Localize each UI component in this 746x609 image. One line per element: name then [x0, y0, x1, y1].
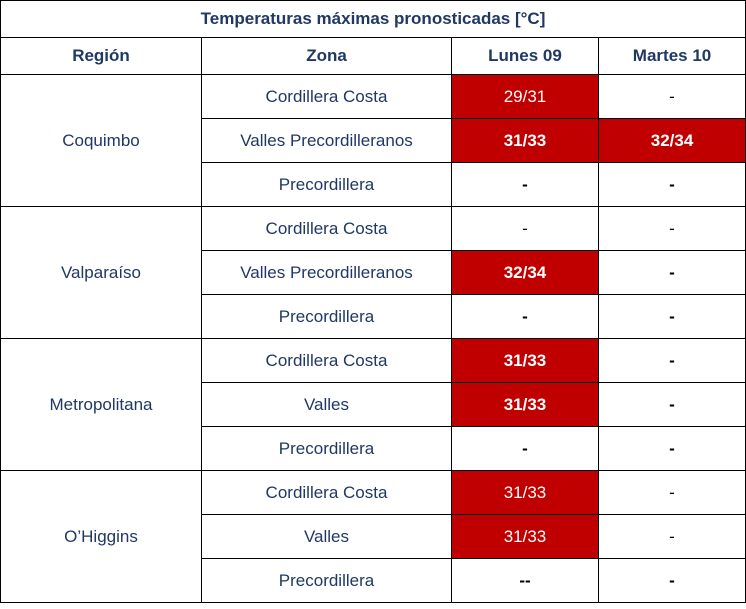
zone-cell: Valles Precordilleranos [201, 250, 452, 295]
zone-cell: Valles Precordilleranos [201, 118, 452, 163]
tuesday-value-cell: - [597, 514, 746, 559]
table-row: Coquimbo Cordillera Costa 29/31- [0, 74, 746, 207]
region-cell: Valparaíso [0, 206, 202, 339]
zone-cell: Precordillera [201, 162, 452, 207]
zone-cell: Cordillera Costa [201, 470, 452, 515]
region-cell: Metropolitana [0, 338, 202, 471]
monday-value-cell: - [451, 426, 599, 471]
tuesday-value-cell: - [597, 382, 746, 427]
tuesday-value-cell: - [597, 74, 746, 119]
table-row: O’Higgins Cordillera Costa 31/33- [0, 470, 746, 603]
zone-cell: Valles [201, 382, 452, 427]
table-row: Precordillera -- - [1, 558, 746, 603]
zone-cell: Precordillera [201, 294, 452, 339]
monday-value-cell: - [451, 206, 599, 251]
tuesday-value-cell: - [597, 470, 746, 515]
column-header-region: Región [0, 37, 202, 75]
tuesday-value-cell: - [597, 558, 746, 603]
zone-cell: Precordillera [201, 426, 452, 471]
table-title: Temperaturas máximas pronosticadas [°C] [0, 0, 746, 38]
region-cell: Coquimbo [0, 74, 202, 207]
monday-value-cell: 31/33 [451, 338, 599, 383]
table-row: Valles Precordilleranos 31/33 32/34 [1, 118, 746, 163]
tuesday-value-cell: - [597, 162, 746, 207]
table-row: Valparaíso Cordillera Costa - - [0, 206, 746, 339]
tuesday-value-cell: - [597, 338, 746, 383]
monday-value-cell: 31/33 [451, 514, 599, 559]
header-row: Región Zona Lunes 09 Martes 10 [0, 37, 746, 75]
table-row: Valles Precordilleranos 32/34- [1, 250, 746, 295]
zone-cell: Valles [201, 514, 452, 559]
monday-value-cell: 31/33 [451, 382, 599, 427]
monday-value-cell: 31/33 [451, 470, 599, 515]
monday-value-cell: -- [451, 558, 599, 603]
monday-value-cell: - [451, 162, 599, 207]
monday-value-cell: 32/34 [451, 250, 599, 295]
tuesday-value-cell: 32/34 [597, 118, 746, 163]
tuesday-value-cell: - [597, 206, 746, 251]
table-row: Precordillera - - [1, 162, 746, 207]
table-row: Precordillera - - [1, 294, 746, 339]
table-row: Metropolitana Cordillera Costa 31/33- [0, 338, 746, 471]
table-row: Valles 31/33- [1, 382, 746, 427]
zone-cell: Precordillera [201, 558, 452, 603]
monday-value-cell: 29/31 [451, 74, 599, 119]
region-cell: O’Higgins [0, 470, 202, 603]
table-body: Coquimbo Cordillera Costa 29/31- Valles Pre… [0, 74, 746, 603]
monday-value-cell: - [451, 294, 599, 339]
tuesday-value-cell: - [597, 294, 746, 339]
title-row: Temperaturas máximas pronosticadas [°C] [0, 0, 746, 38]
zone-cell: Cordillera Costa [201, 206, 452, 251]
zone-cell: Cordillera Costa [201, 74, 452, 119]
monday-value-cell: 31/33 [451, 118, 599, 163]
zone-cell: Cordillera Costa [201, 338, 452, 383]
column-header-zone: Zona [201, 37, 452, 75]
tuesday-value-cell: - [597, 426, 746, 471]
column-header-monday: Lunes 09 [451, 37, 599, 75]
column-header-tuesday: Martes 10 [597, 37, 746, 75]
tuesday-value-cell: - [597, 250, 746, 295]
